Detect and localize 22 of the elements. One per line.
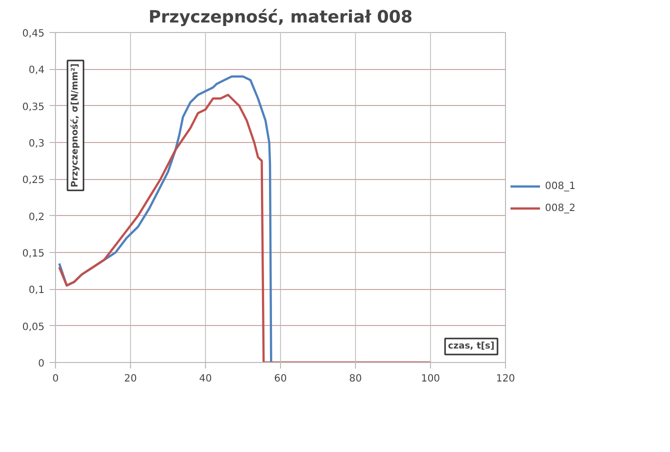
y-tick-label: 0	[38, 358, 45, 370]
x-tick-label: 120	[496, 374, 516, 384]
y-axis-title: Przyczepność, σ[N/mm²]	[70, 63, 80, 188]
legend-label: 008_2	[545, 202, 576, 214]
y-tick-label: 0,05	[22, 322, 44, 333]
y-tick-label: 0,35	[22, 102, 44, 113]
y-tick-label: 0,45	[22, 28, 44, 40]
y-tick-label: 0,3	[28, 138, 45, 150]
x-tick-label: 100	[420, 374, 440, 384]
y-tick-label: 0,25	[22, 175, 44, 186]
chart-title: Przyczepność, materiał 008	[148, 8, 413, 28]
x-tick-label: 80	[349, 374, 362, 384]
x-tick-label: 60	[274, 374, 287, 384]
y-tick-label: 0,4	[28, 65, 45, 76]
x-axis-title: czas, t[s]	[448, 342, 495, 352]
x-tick-label: 0	[52, 374, 59, 384]
y-tick-label: 0,1	[28, 285, 45, 296]
legend-label: 008_1	[545, 180, 576, 192]
y-tick-label: 0,2	[28, 212, 45, 223]
y-tick-label: 0,15	[22, 248, 44, 260]
x-tick-label: 20	[124, 374, 137, 384]
x-tick-label: 40	[199, 374, 212, 384]
